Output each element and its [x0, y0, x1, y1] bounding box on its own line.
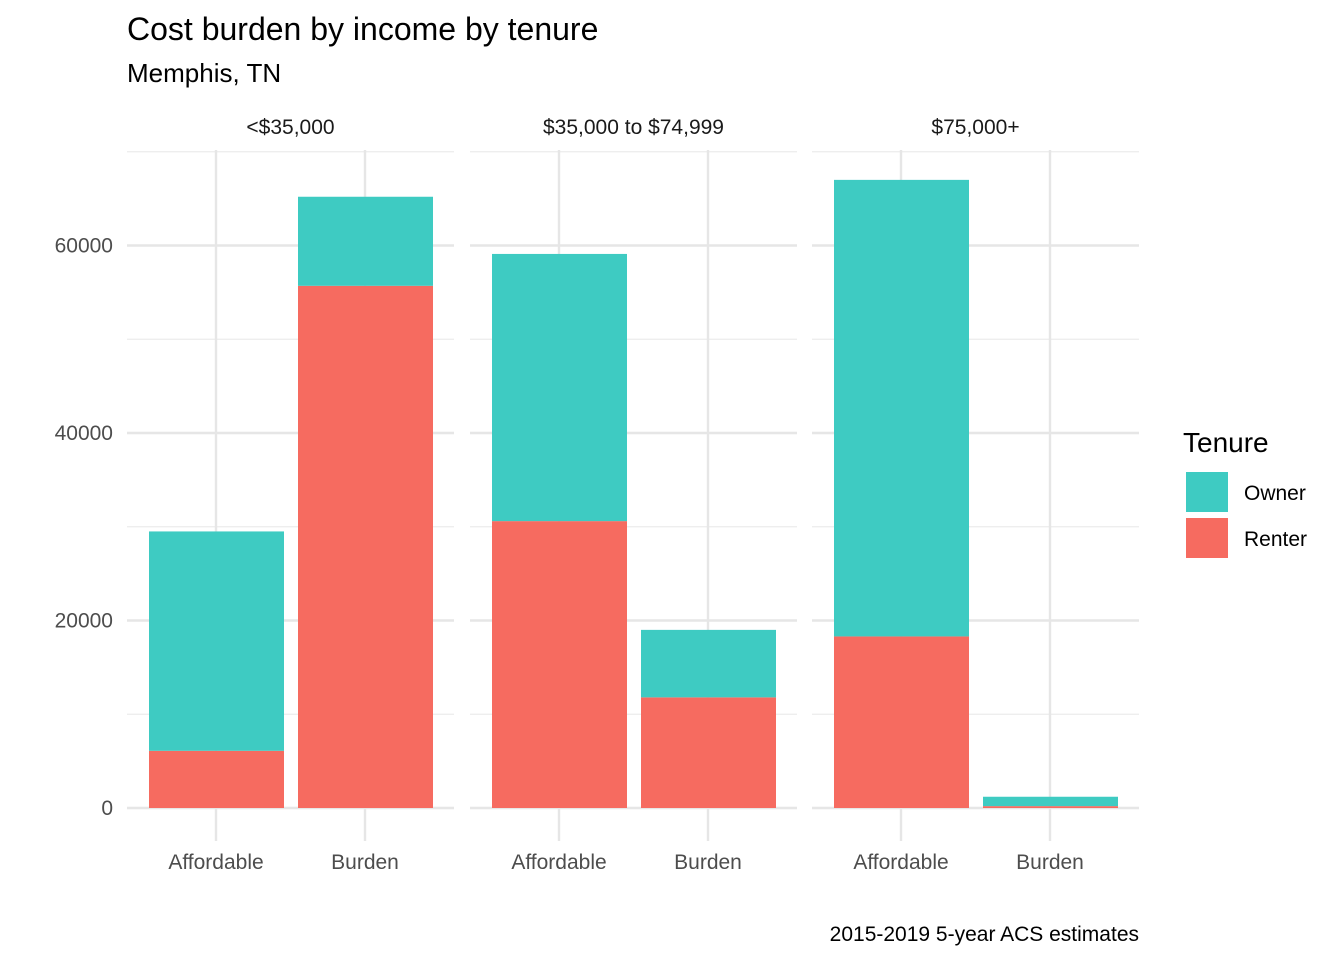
bar-owner — [983, 796, 1118, 807]
facet-panel: $75,000+ Affordable Burden — [812, 116, 1139, 874]
x-tick-label: Burden — [674, 851, 742, 874]
y-tick-label: 20000 — [55, 610, 113, 633]
facet-label: $35,000 to $74,999 — [543, 116, 724, 139]
chart-subtitle: Memphis, TN — [127, 58, 281, 88]
bar-renter — [983, 806, 1118, 808]
bar-owner — [492, 253, 627, 522]
chart-caption: 2015-2019 5-year ACS estimates — [830, 923, 1139, 946]
bar-renter — [492, 521, 627, 808]
x-tick-label: Burden — [1016, 851, 1084, 874]
facet-label: $75,000+ — [931, 116, 1019, 139]
y-tick-label: 60000 — [55, 235, 113, 258]
x-tick-label: Affordable — [168, 851, 263, 874]
x-tick-label: Affordable — [853, 851, 948, 874]
x-tick-label: Burden — [331, 851, 399, 874]
bar-owner — [149, 531, 284, 751]
facet-panel: <$35,000 Affordable Burden — [127, 116, 454, 874]
legend-swatch-owner — [1186, 472, 1228, 512]
x-tick-label: Affordable — [511, 851, 606, 874]
bar-owner — [298, 196, 433, 286]
facet-panel: $35,000 to $74,999 Affordable Burden — [470, 116, 797, 874]
y-axis: 0 20000 40000 60000 — [55, 235, 113, 821]
bar-owner — [641, 629, 776, 698]
bar-renter — [149, 750, 284, 808]
facet-label: <$35,000 — [246, 116, 334, 139]
bar-owner — [834, 179, 969, 637]
legend-title: Tenure — [1183, 427, 1269, 458]
legend-swatch-renter — [1186, 518, 1228, 558]
y-tick-label: 0 — [101, 797, 113, 820]
legend-label-owner: Owner — [1244, 482, 1306, 505]
bar-renter — [298, 285, 433, 808]
y-tick-label: 40000 — [55, 422, 113, 445]
chart-title: Cost burden by income by tenure — [127, 11, 598, 47]
bar-renter — [834, 636, 969, 808]
legend: Tenure Owner Renter — [1183, 427, 1307, 558]
bar-renter — [641, 697, 776, 808]
legend-label-renter: Renter — [1244, 528, 1307, 551]
